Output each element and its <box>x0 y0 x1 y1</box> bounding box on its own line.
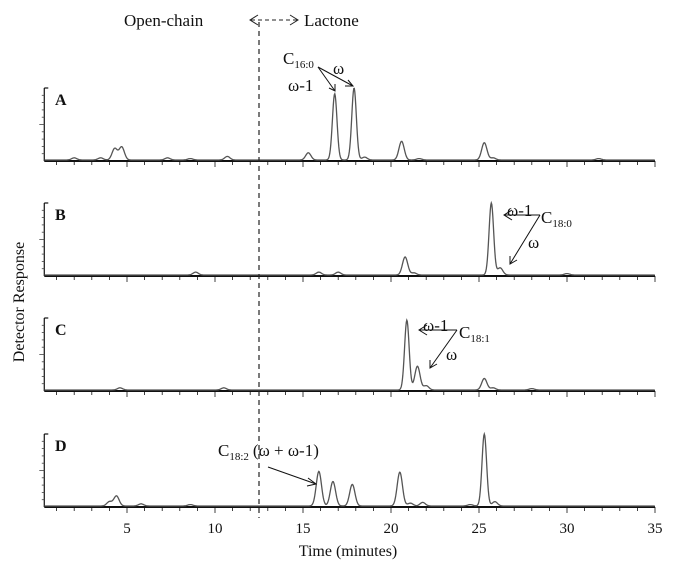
x-tick-label: 20 <box>384 521 399 537</box>
panel-label: B <box>55 207 66 224</box>
divider-arrows <box>249 14 299 26</box>
annotation-a-compound: C16:0 <box>283 49 314 71</box>
x-tick-label: 5 <box>123 521 131 537</box>
x-axis-label: Time (minutes) <box>299 543 398 560</box>
panel-label: A <box>55 92 67 109</box>
y-axis-label: Detector Response <box>11 242 28 362</box>
trace-panel-b <box>44 200 655 276</box>
x-tick-label: 15 <box>296 521 311 537</box>
open-chain-label: Open-chain <box>124 11 204 30</box>
annotation-a-omega-minus-1: ω-1 <box>288 76 313 95</box>
trace-panel-d <box>44 431 655 507</box>
annotation-d-compound: C18:2 (ω + ω-1) <box>218 441 319 463</box>
x-tick-label: 30 <box>560 521 575 537</box>
lactone-label: Lactone <box>304 11 359 30</box>
panel-a: A <box>39 87 656 167</box>
panel-d: D <box>39 433 656 513</box>
annotation-c-compound: C18:1 <box>459 323 490 345</box>
annotation-b-arrows <box>503 209 541 265</box>
trace-panel-a <box>44 87 655 161</box>
panel-label: D <box>55 438 67 455</box>
annotation-d-arrow <box>267 466 318 487</box>
x-tick-label: 10 <box>208 521 223 537</box>
trace-panel-c <box>44 318 655 391</box>
panel-b: B <box>39 202 656 282</box>
annotation-c-omega: ω <box>446 345 457 364</box>
x-tick-label: 35 <box>648 521 663 537</box>
annotation-a-arrows <box>317 66 355 92</box>
annotation-b-omega: ω <box>528 233 539 252</box>
panel-label: C <box>55 322 67 339</box>
annotation-c-arrows <box>418 324 458 369</box>
panel-c: C <box>39 317 656 397</box>
annotation-b-compound: C18:0 <box>541 208 572 230</box>
x-tick-label: 25 <box>472 521 487 537</box>
annotation-a-omega: ω <box>333 59 344 78</box>
